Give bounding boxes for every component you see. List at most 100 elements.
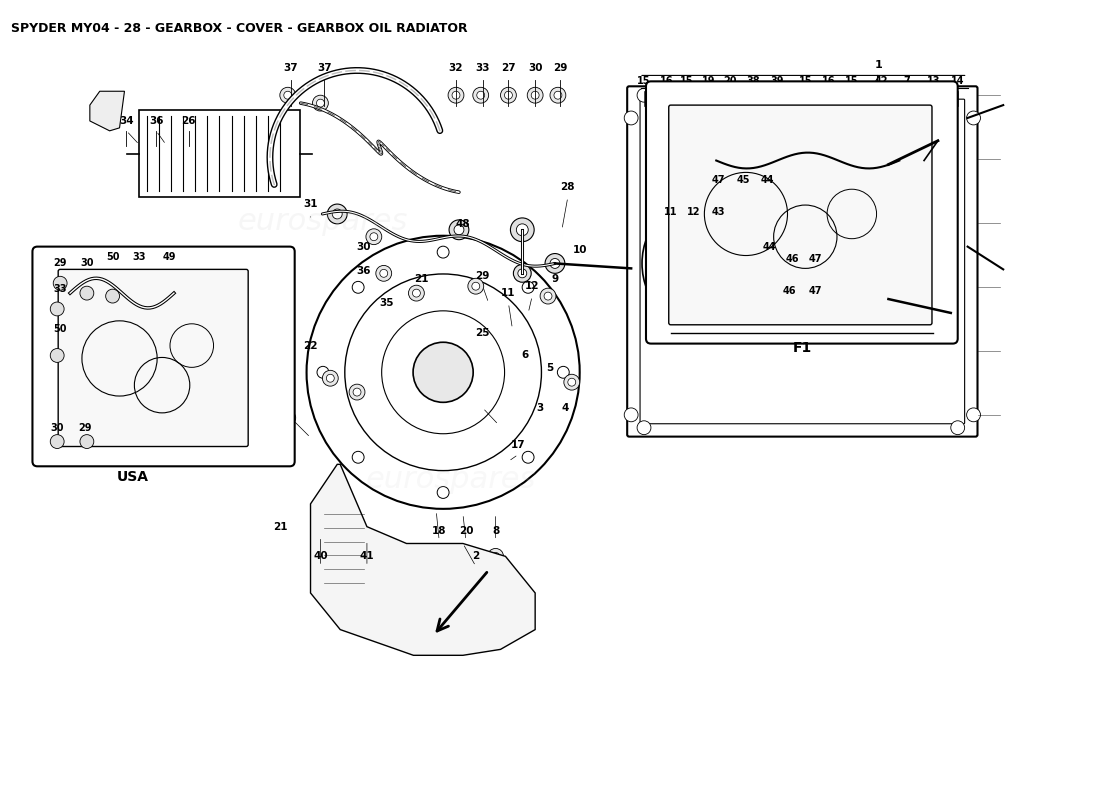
Circle shape xyxy=(473,87,488,103)
Circle shape xyxy=(412,289,420,297)
Text: 20: 20 xyxy=(724,76,737,86)
Text: 7: 7 xyxy=(903,76,910,86)
Circle shape xyxy=(379,270,387,278)
Text: 12: 12 xyxy=(525,281,539,291)
Text: 30: 30 xyxy=(51,422,64,433)
Text: 29: 29 xyxy=(78,422,91,433)
Circle shape xyxy=(637,88,651,102)
Circle shape xyxy=(531,91,539,99)
Circle shape xyxy=(455,568,471,584)
Circle shape xyxy=(518,269,527,278)
Circle shape xyxy=(476,91,485,99)
Text: 13: 13 xyxy=(927,76,940,86)
Circle shape xyxy=(80,434,94,449)
Circle shape xyxy=(624,408,638,422)
Text: 43: 43 xyxy=(712,207,725,217)
Circle shape xyxy=(842,88,856,102)
Circle shape xyxy=(967,111,980,125)
Text: 33: 33 xyxy=(54,284,67,294)
Text: 33: 33 xyxy=(475,63,490,74)
Circle shape xyxy=(832,213,932,314)
Text: 16: 16 xyxy=(660,76,673,86)
Circle shape xyxy=(624,111,638,125)
Circle shape xyxy=(967,408,980,422)
Text: 42: 42 xyxy=(874,76,889,86)
Circle shape xyxy=(921,88,935,102)
FancyBboxPatch shape xyxy=(627,86,978,437)
Text: 10: 10 xyxy=(572,245,587,254)
Text: 14: 14 xyxy=(952,76,965,86)
Text: 47: 47 xyxy=(712,175,725,186)
Circle shape xyxy=(505,91,513,99)
Circle shape xyxy=(510,218,535,242)
Text: 30: 30 xyxy=(528,63,542,74)
Text: 39: 39 xyxy=(771,76,784,86)
Text: 35: 35 xyxy=(379,298,394,308)
Circle shape xyxy=(652,203,773,324)
Circle shape xyxy=(516,224,528,236)
Text: 38: 38 xyxy=(746,76,760,86)
Circle shape xyxy=(353,388,361,396)
Circle shape xyxy=(550,258,560,268)
Text: eurospares: eurospares xyxy=(707,304,847,328)
FancyBboxPatch shape xyxy=(32,246,295,466)
Text: 15: 15 xyxy=(845,76,859,86)
Circle shape xyxy=(408,286,425,301)
Text: 1: 1 xyxy=(874,61,882,70)
Circle shape xyxy=(723,88,737,102)
Circle shape xyxy=(637,421,651,434)
Text: eurospares: eurospares xyxy=(366,465,536,494)
Text: 15: 15 xyxy=(799,76,812,86)
Circle shape xyxy=(871,88,886,102)
Circle shape xyxy=(352,282,364,294)
Text: 26: 26 xyxy=(182,116,196,126)
Circle shape xyxy=(414,342,473,402)
Circle shape xyxy=(360,572,367,580)
Text: 5: 5 xyxy=(547,363,553,374)
Circle shape xyxy=(349,384,365,400)
Text: 29: 29 xyxy=(475,271,490,282)
Circle shape xyxy=(356,568,372,584)
Circle shape xyxy=(80,286,94,300)
Text: 46: 46 xyxy=(785,254,800,265)
Text: 16: 16 xyxy=(823,76,836,86)
Text: 34: 34 xyxy=(119,116,134,126)
Text: 36: 36 xyxy=(148,116,164,126)
Text: eurospares: eurospares xyxy=(238,207,408,236)
Circle shape xyxy=(284,91,292,99)
Text: 47: 47 xyxy=(808,286,822,296)
Circle shape xyxy=(317,99,324,107)
Text: 29: 29 xyxy=(54,258,67,269)
Circle shape xyxy=(514,265,531,282)
Circle shape xyxy=(950,421,965,434)
Text: 24: 24 xyxy=(277,397,293,407)
FancyBboxPatch shape xyxy=(58,270,249,446)
Text: 37: 37 xyxy=(284,63,298,74)
Text: 31: 31 xyxy=(304,199,318,209)
Circle shape xyxy=(746,88,760,102)
Circle shape xyxy=(317,366,329,378)
Circle shape xyxy=(352,451,364,463)
Text: 28: 28 xyxy=(561,182,575,192)
Circle shape xyxy=(564,374,580,390)
FancyBboxPatch shape xyxy=(669,105,932,325)
Text: 21: 21 xyxy=(274,522,288,532)
Text: SPYDER MY04 - 28 - GEARBOX - COVER - GEARBOX OIL RADIATOR: SPYDER MY04 - 28 - GEARBOX - COVER - GEA… xyxy=(11,22,468,35)
Circle shape xyxy=(279,410,296,426)
Circle shape xyxy=(522,451,534,463)
Circle shape xyxy=(522,282,534,294)
Text: 30: 30 xyxy=(356,242,371,252)
Text: 12: 12 xyxy=(686,207,701,217)
Circle shape xyxy=(437,486,449,498)
Text: 11: 11 xyxy=(664,207,678,217)
Circle shape xyxy=(370,233,377,241)
Circle shape xyxy=(527,87,543,103)
Circle shape xyxy=(53,276,67,290)
Bar xyxy=(140,110,299,197)
Circle shape xyxy=(795,88,810,102)
Circle shape xyxy=(546,254,564,274)
Circle shape xyxy=(327,374,334,382)
Text: 23: 23 xyxy=(277,354,292,363)
Text: 36: 36 xyxy=(356,266,371,276)
Circle shape xyxy=(376,266,392,282)
